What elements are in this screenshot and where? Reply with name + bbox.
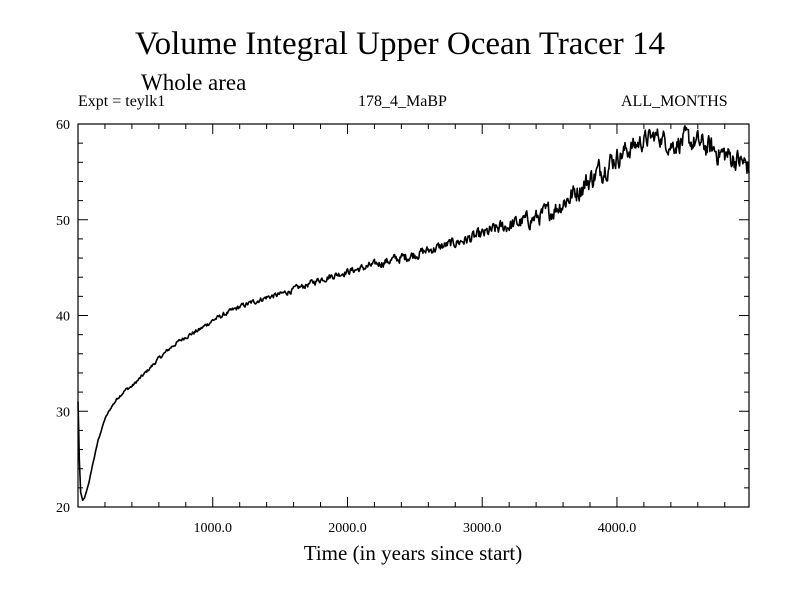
plot-frame — [77, 123, 750, 508]
x-tick-label: 2000.0 — [328, 521, 367, 536]
x-tick-label: 1000.0 — [193, 521, 232, 536]
chart-subtitle: Whole area — [141, 70, 247, 95]
chart-title: Volume Integral Upper Ocean Tracer 14 — [135, 26, 665, 62]
y-tick-label: 50 — [56, 214, 70, 229]
x-axis-label: Time (in years since start) — [303, 541, 523, 565]
series-line — [77, 125, 750, 502]
y-tick-label: 60 — [56, 118, 70, 133]
period-label: ALL_MONTHS — [621, 93, 728, 110]
y-tick-label: 20 — [56, 501, 70, 516]
experiment-label: Expt = teylk1 — [78, 93, 166, 110]
x-tick-label: 4000.0 — [598, 521, 637, 536]
y-tick-label: 30 — [56, 405, 70, 420]
run-label: 178_4_MaBP — [358, 93, 447, 110]
axis-ticks — [78, 123, 749, 508]
y-tick-label: 40 — [56, 310, 70, 325]
x-tick-label: 3000.0 — [463, 521, 502, 536]
tick-labels: 1000.0 2000.0 3000.0 4000.0 20 30 40 50 60 — [56, 118, 636, 536]
